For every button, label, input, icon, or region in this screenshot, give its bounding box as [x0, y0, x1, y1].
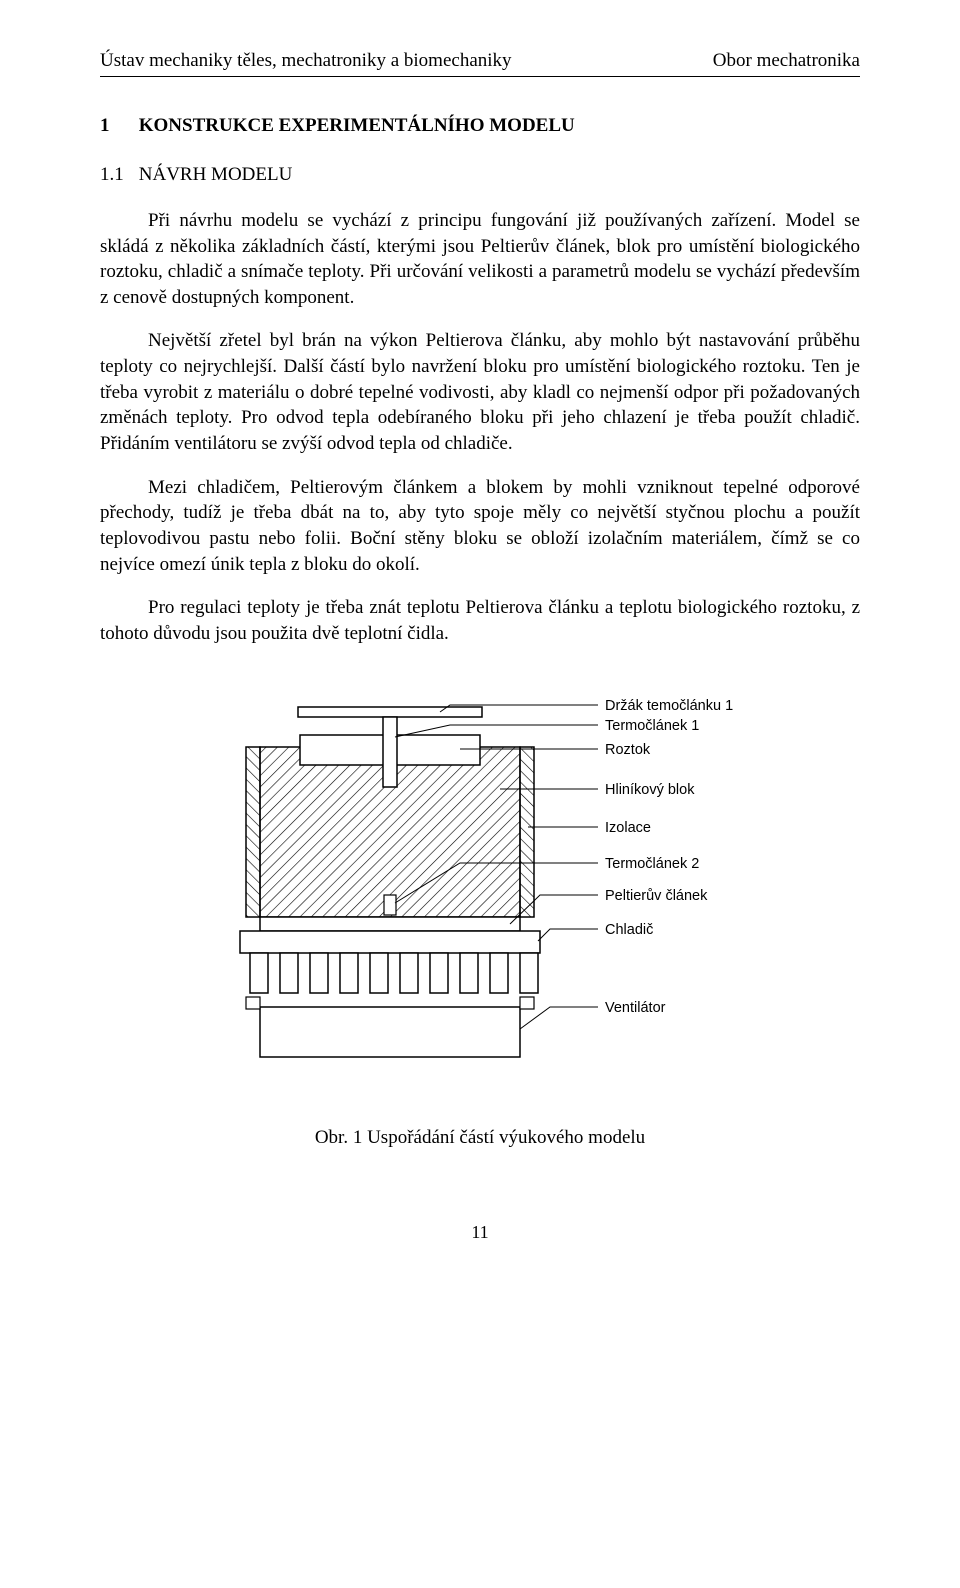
label-roztok: Roztok	[605, 741, 650, 761]
label-termoclanek2: Termočlánek 2	[605, 855, 699, 875]
label-drzak: Držák temočlánku 1	[605, 697, 733, 717]
label-chladic: Chladič	[605, 921, 653, 941]
header-right: Obor mechatronika	[713, 48, 860, 74]
paragraph-2: Největší zřetel byl brán na výkon Peltie…	[100, 328, 860, 456]
paragraph-4: Pro regulaci teploty je třeba znát teplo…	[100, 595, 860, 646]
label-ventilator: Ventilátor	[605, 999, 665, 1019]
section-number: 1	[100, 113, 134, 139]
subsection-heading: 1.1 NÁVRH MODELU	[100, 162, 860, 188]
page-header: Ústav mechaniky těles, mechatroniky a bi…	[100, 48, 860, 77]
figure-1: Držák temočlánku 1 Termočlánek 1 Roztok …	[100, 677, 860, 1151]
header-left: Ústav mechaniky těles, mechatroniky a bi…	[100, 48, 512, 74]
label-peltier: Peltierův článek	[605, 887, 707, 907]
paragraph-1: Při návrhu modelu se vychází z principu …	[100, 208, 860, 311]
label-izolace: Izolace	[605, 819, 651, 839]
label-termoclanek1: Termočlánek 1	[605, 717, 699, 737]
figure-caption: Obr. 1 Uspořádání částí výukového modelu	[315, 1125, 645, 1151]
subsection-title: NÁVRH MODELU	[139, 164, 293, 185]
figure-diagram: Držák temočlánku 1 Termočlánek 1 Roztok …	[200, 677, 760, 1107]
section-heading: 1 KONSTRUKCE EXPERIMENTÁLNÍHO MODELU	[100, 113, 860, 139]
page-number: 11	[100, 1220, 860, 1244]
subsection-number: 1.1	[100, 162, 134, 188]
section-title: KONSTRUKCE EXPERIMENTÁLNÍHO MODELU	[139, 115, 575, 136]
label-hlinikovy: Hliníkový blok	[605, 781, 694, 801]
paragraph-3: Mezi chladičem, Peltierovým článkem a bl…	[100, 475, 860, 578]
